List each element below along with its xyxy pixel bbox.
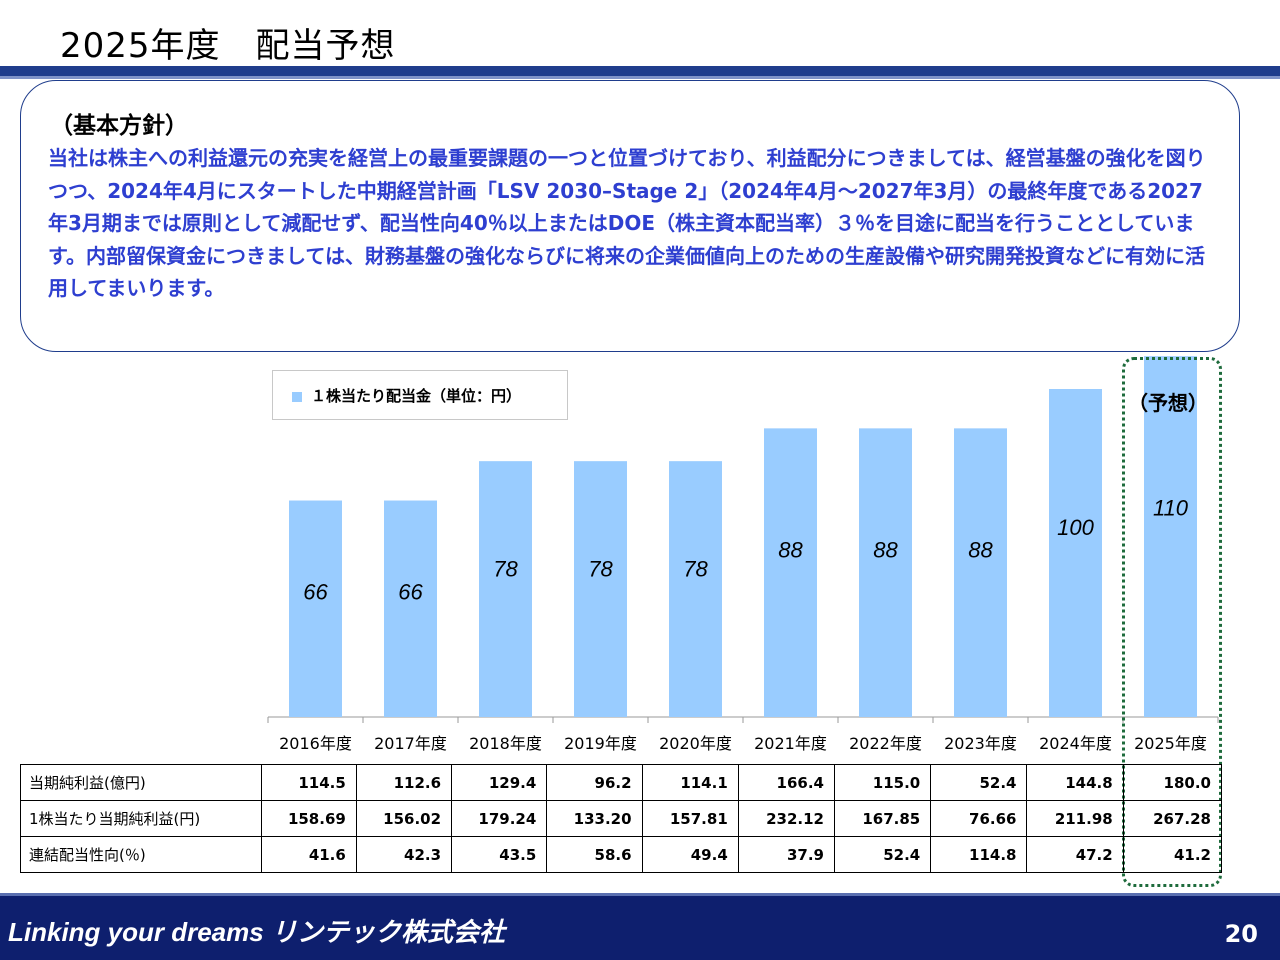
table-cell: 144.8 bbox=[1026, 764, 1124, 801]
data-label: 66 bbox=[303, 579, 328, 604]
table-cell: 52.4 bbox=[930, 764, 1028, 801]
header-rule bbox=[0, 66, 1280, 76]
table-row: 1株当たり当期純利益(円) 158.69 156.02 179.24 133.20 157… bbox=[20, 800, 1223, 837]
table-cell: 114.8 bbox=[930, 836, 1028, 873]
table-cell: 47.2 bbox=[1026, 836, 1124, 873]
chart-legend bbox=[272, 370, 568, 420]
x-tick-label: 2022年度 bbox=[849, 734, 922, 753]
data-label: 78 bbox=[588, 557, 613, 582]
financial-data-table: 当期純利益(億円) 114.5 112.6 129.4 96.2 114.1 166.4 11… bbox=[20, 764, 1223, 873]
page-title: 2025年度 配当予想 bbox=[60, 26, 396, 66]
x-tick-label: 2025年度 bbox=[1134, 734, 1207, 753]
table-cell: 129.4 bbox=[451, 764, 548, 801]
data-label: 100 bbox=[1057, 515, 1094, 540]
table-cell: 267.28 bbox=[1122, 800, 1223, 837]
data-label: 88 bbox=[778, 538, 803, 563]
table-cell: 114.5 bbox=[260, 764, 357, 801]
table-cell: 115.0 bbox=[833, 764, 932, 801]
data-label: 66 bbox=[398, 579, 423, 604]
x-tick-label: 2024年度 bbox=[1039, 734, 1112, 753]
bar-2017年度 bbox=[384, 500, 437, 717]
table-cell: 49.4 bbox=[641, 836, 739, 873]
table-cell: 158.69 bbox=[260, 800, 357, 837]
bar-2020年度 bbox=[669, 461, 722, 717]
x-tick-label: 2021年度 bbox=[754, 734, 827, 753]
forecast-label: （予想） bbox=[1128, 391, 1208, 415]
bar-2018年度 bbox=[479, 461, 532, 717]
data-label: 110 bbox=[1153, 496, 1189, 521]
x-tick-label: 2020年度 bbox=[659, 734, 732, 753]
bar-2016年度 bbox=[289, 500, 342, 717]
legend-swatch bbox=[292, 392, 302, 402]
table-cell: 112.6 bbox=[355, 764, 453, 801]
table-cell: 41.2 bbox=[1122, 836, 1223, 873]
table-cell: 157.81 bbox=[641, 800, 739, 837]
forecast-highlight-frame bbox=[1122, 357, 1222, 887]
policy-heading: （基本方針） bbox=[50, 113, 188, 139]
data-label: 78 bbox=[493, 557, 518, 582]
table-cell: 42.3 bbox=[355, 836, 453, 873]
row-label: 連結配当性向(％) bbox=[20, 836, 262, 873]
bar-2025年度 bbox=[1144, 356, 1197, 717]
table-cell: 43.5 bbox=[451, 836, 548, 873]
policy-box bbox=[20, 80, 1240, 352]
table-cell: 156.02 bbox=[355, 800, 453, 837]
bar-2021年度 bbox=[764, 428, 817, 717]
header-rule-accent bbox=[0, 76, 1280, 79]
table-cell: 96.2 bbox=[546, 764, 643, 801]
table-row: 当期純利益(億円) 114.5 112.6 129.4 96.2 114.1 166.4 11… bbox=[20, 764, 1223, 801]
bar-2022年度 bbox=[859, 428, 912, 717]
x-tick-label: 2019年度 bbox=[564, 734, 637, 753]
row-label: 1株当たり当期純利益(円) bbox=[20, 800, 262, 837]
table-cell: 133.20 bbox=[546, 800, 643, 837]
bar-2019年度 bbox=[574, 461, 627, 717]
table-cell: 41.6 bbox=[260, 836, 357, 873]
x-tick-label: 2016年度 bbox=[279, 734, 352, 753]
dividend-bar-chart: 66 2016年度 66 2017年度 78 2018年度 78 2019年度 78 2020年度… bbox=[267, 356, 1219, 753]
table-cell: 76.66 bbox=[930, 800, 1028, 837]
page-number: 20 bbox=[1224, 920, 1258, 948]
policy-body: 当社は株主への利益還元の充実を経営上の最重要課題の一つと位置づけており、利益配分… bbox=[48, 146, 1206, 300]
table-cell: 167.85 bbox=[833, 800, 932, 837]
table-cell: 211.98 bbox=[1026, 800, 1124, 837]
x-tick-label: 2017年度 bbox=[374, 734, 447, 753]
table-cell: 232.12 bbox=[737, 800, 836, 837]
footer-accent bbox=[0, 893, 1280, 896]
row-label: 当期純利益(億円) bbox=[20, 764, 262, 801]
bar-2024年度 bbox=[1049, 389, 1102, 717]
table-cell: 179.24 bbox=[451, 800, 548, 837]
legend-label: １株当たり配当金（単位：円） bbox=[311, 387, 522, 405]
footer-brand: Linking your dreams リンテック株式会社 bbox=[8, 917, 505, 947]
table-cell: 52.4 bbox=[833, 836, 932, 873]
bar-2023年度 bbox=[954, 428, 1007, 717]
data-label: 88 bbox=[873, 538, 898, 563]
footer-bar bbox=[0, 896, 1280, 960]
x-tick-label: 2018年度 bbox=[469, 734, 542, 753]
table-cell: 37.9 bbox=[737, 836, 836, 873]
table-cell: 58.6 bbox=[546, 836, 643, 873]
data-label: 78 bbox=[683, 557, 708, 582]
table-cell: 114.1 bbox=[641, 764, 739, 801]
data-label: 88 bbox=[968, 538, 993, 563]
table-row: 連結配当性向(％) 41.6 42.3 43.5 58.6 49.4 37.9 52.4 114… bbox=[20, 836, 1223, 873]
x-tick-label: 2023年度 bbox=[944, 734, 1017, 753]
table-cell: 166.4 bbox=[737, 764, 836, 801]
table-cell: 180.0 bbox=[1122, 764, 1223, 801]
